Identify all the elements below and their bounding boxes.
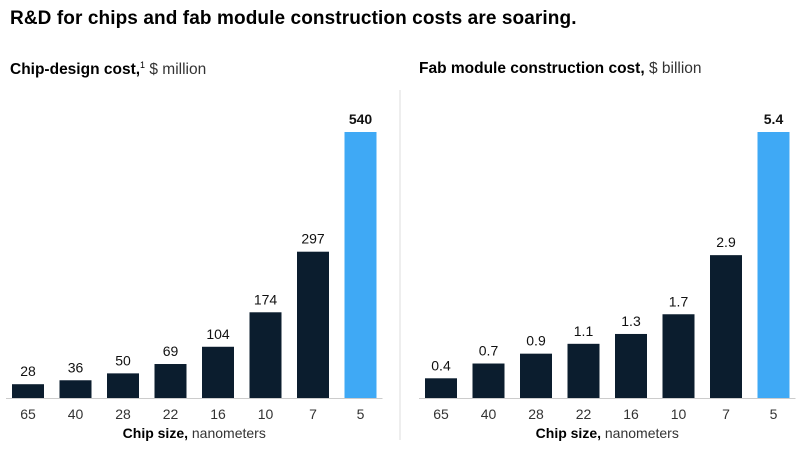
right-data-label: 1.7 [669,293,689,309]
right-data-label: 0.7 [479,343,499,359]
left-data-label: 104 [206,326,230,342]
left-data-label: 540 [349,111,373,127]
right-chart-unit: $ billion [648,60,702,77]
left-bar-7 [297,251,329,398]
left-tick-label: 28 [115,406,131,422]
right-bar-65 [425,378,457,398]
left-tick-label: 40 [68,406,84,422]
right-bar-5 [757,132,790,398]
right-bar-7 [710,255,742,398]
right-bar-16 [615,333,647,398]
right-chart-title: Fab module construction cost, $ billion [419,60,702,77]
left-tick-label: 10 [258,406,274,422]
left-bar-28 [107,373,139,398]
right-data-label: 1.1 [574,323,594,339]
right-tick-label: 28 [528,406,544,422]
left-chart-unit: $ million [149,61,207,79]
left-bar-5 [344,132,377,398]
right-tick-label: 22 [576,406,592,422]
page-title: R&D for chips and fab module constructio… [10,8,577,29]
right-tick-label: 7 [722,406,730,422]
left-tick-label: 7 [309,406,317,422]
right-bar-22 [567,343,600,398]
right-data-label: 0.9 [526,333,546,349]
left-x-axis-label: Chip size, nanometers [123,425,266,441]
left-bar-10 [249,312,282,398]
left-data-label: 36 [68,359,84,375]
left-bar-16 [202,346,234,398]
right-bar-40 [472,363,505,398]
footnote-marker: 1 [140,60,146,70]
right-x-axis-label: Chip size, nanometers [536,425,679,441]
right-tick-label: 65 [433,406,449,422]
right-tick-label: 40 [481,406,497,422]
left-bar-40 [59,380,92,398]
left-data-label: 28 [20,363,36,379]
left-tick-label: 22 [163,406,179,422]
right-data-label: 5.4 [764,111,784,127]
left-data-label: 297 [301,231,325,247]
left-tick-label: 16 [210,406,226,422]
right-tick-label: 10 [671,406,687,422]
left-data-label: 174 [254,291,278,307]
left-bar-22 [154,364,187,398]
left-bar-65 [12,384,44,398]
left-data-label: 50 [115,352,131,368]
right-data-label: 1.3 [621,313,641,329]
left-data-label: 69 [163,343,179,359]
left-tick-label: 65 [20,406,36,422]
right-tick-label: 16 [623,406,639,422]
right-bar-28 [520,353,552,398]
right-tick-label: 5 [770,406,778,422]
right-data-label: 0.4 [431,357,451,373]
left-chart-title: Chip-design cost,1 $ million [10,60,207,79]
right-data-label: 2.9 [716,234,736,250]
left-tick-label: 5 [357,406,365,422]
right-bar-10 [662,314,695,398]
